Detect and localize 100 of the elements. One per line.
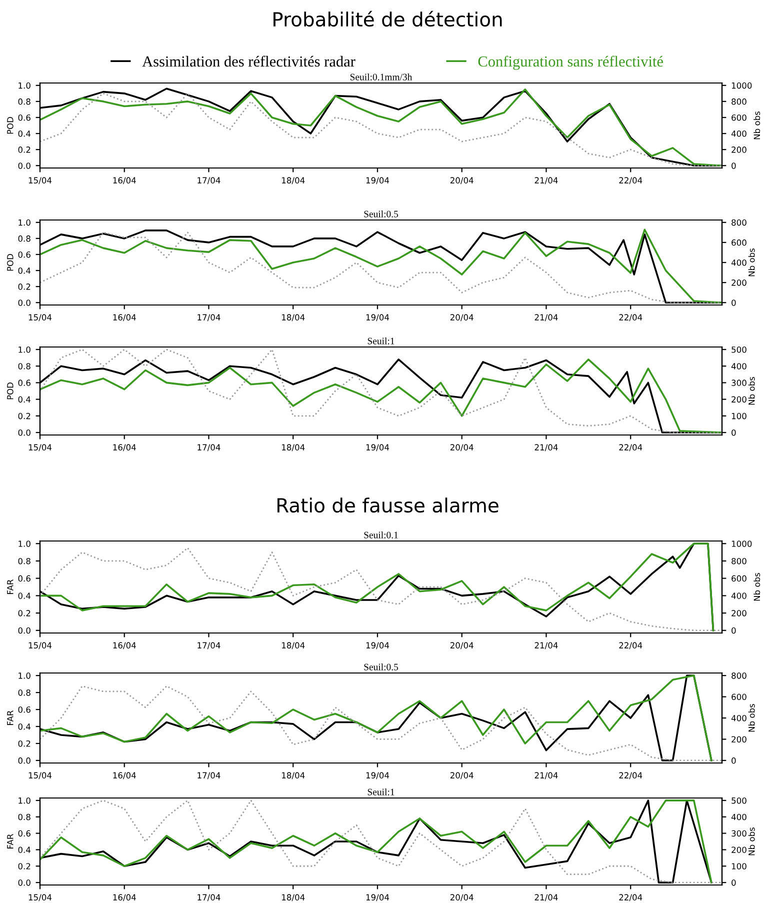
y2-tick-label: 800 [732, 219, 746, 226]
y2-tick-label: 400 [731, 592, 746, 599]
y-tick-label: 0.8 [18, 814, 30, 820]
y-tick-label: 0.6 [18, 706, 30, 713]
y-tick-label: 0.4 [18, 268, 31, 274]
y2-axis-title: Nb obs [754, 572, 760, 601]
x-tick-label: 16/04 [113, 177, 136, 184]
x-tick-label: 17/04 [198, 444, 220, 452]
x-tick-label: 16/04 [113, 894, 136, 902]
y-tick-label: 0.2 [18, 863, 30, 870]
x-tick-label: 20/04 [450, 642, 474, 650]
y2-tick-label: 200 [732, 846, 746, 853]
y-axis-title: FAR [7, 579, 14, 594]
y2-tick-label: 800 [732, 98, 746, 105]
y-tick-label: 0.0 [18, 627, 30, 634]
legend-label: Assimilation des réflectivités radar [142, 56, 356, 67]
y2-tick-label: 200 [732, 280, 746, 286]
x-tick-label: 18/04 [282, 642, 305, 650]
x-tick-label: 18/04 [282, 444, 305, 452]
y2-tick-label: 500 [732, 346, 746, 353]
y-tick-label: 0.0 [18, 300, 30, 306]
y2-tick-label: 300 [732, 380, 746, 386]
x-tick-label: 19/04 [366, 314, 390, 322]
y-tick-label: 0.2 [18, 284, 30, 290]
x-tick-label: 15/04 [28, 314, 52, 322]
x-tick-label: 18/04 [282, 314, 305, 322]
y-axis-title: POD [7, 382, 14, 400]
x-tick-label: 15/04 [28, 894, 52, 902]
y-tick-label: 0.6 [18, 575, 30, 582]
chart-subtitle: Seuil:1 [368, 337, 394, 344]
x-tick-label: 20/04 [450, 314, 474, 322]
y2-tick-label: 300 [732, 830, 746, 837]
y-tick-label: 1.0 [18, 346, 30, 353]
x-tick-label: 17/04 [198, 642, 220, 650]
y2-tick-label: 200 [732, 736, 746, 743]
y-tick-label: 0.4 [18, 396, 31, 403]
x-tick-label: 20/04 [450, 444, 474, 452]
x-tick-label: 20/04 [450, 894, 474, 902]
x-tick-label: 18/04 [282, 177, 305, 184]
y-tick-label: 1.0 [18, 672, 30, 679]
y2-tick-label: 0 [732, 162, 736, 169]
y-tick-label: 0.2 [18, 146, 30, 153]
x-tick-label: 18/04 [282, 894, 305, 902]
y2-tick-label: 0 [732, 627, 736, 634]
x-tick-label: 22/04 [619, 772, 642, 780]
x-tick-label: 20/04 [450, 177, 474, 184]
y2-tick-label: 200 [732, 610, 746, 616]
chart-subtitle: Seuil:0.1 [364, 531, 398, 538]
y2-tick-label: 100 [732, 412, 746, 420]
x-tick-label: 17/04 [198, 894, 220, 902]
y-tick-label: 0.8 [18, 690, 30, 696]
y2-tick-label: 800 [732, 672, 746, 679]
x-tick-label: 16/04 [113, 444, 136, 452]
y2-tick-label: 200 [732, 396, 746, 403]
y-tick-label: 0.0 [18, 757, 30, 764]
y2-tick-label: 0 [732, 429, 736, 436]
y-tick-label: 0.0 [18, 880, 30, 886]
chart-subtitle: Seuil:1 [368, 788, 394, 796]
y-tick-label: 0.0 [18, 162, 30, 169]
y2-tick-label: 400 [731, 814, 746, 820]
y-tick-label: 0.4 [18, 592, 31, 599]
x-tick-label: 16/04 [113, 642, 136, 650]
y2-tick-label: 600 [732, 239, 746, 246]
x-tick-label: 21/04 [534, 444, 558, 452]
y-tick-label: 0.8 [18, 363, 30, 370]
y2-tick-label: 400 [731, 130, 746, 137]
x-tick-label: 19/04 [366, 894, 390, 902]
y2-tick-label: 1000 [732, 540, 752, 547]
chart-subtitle: Seuil:0.1mm/3h [350, 73, 412, 80]
y2-tick-label: 600 [732, 114, 746, 121]
x-tick-label: 15/04 [28, 772, 52, 780]
chart-subtitle: Seuil:0.5 [364, 210, 398, 218]
x-tick-label: 16/04 [113, 314, 136, 322]
y-tick-label: 0.4 [18, 846, 31, 853]
x-tick-label: 19/04 [366, 177, 390, 184]
y2-tick-label: 100 [732, 863, 746, 870]
y-tick-label: 1.0 [18, 219, 30, 226]
y-axis-title: POD [7, 116, 14, 134]
y-tick-label: 0.2 [18, 740, 30, 747]
x-tick-label: 22/04 [619, 642, 642, 650]
x-tick-label: 19/04 [366, 642, 390, 650]
y2-axis-title: Nb obs [748, 376, 755, 405]
y-tick-label: 0.6 [18, 251, 30, 258]
y-tick-label: 0.6 [18, 114, 30, 121]
y-tick-label: 1.0 [18, 797, 30, 804]
x-tick-label: 18/04 [282, 772, 305, 780]
y2-axis-title: Nb obs [748, 248, 755, 276]
x-tick-label: 15/04 [28, 444, 52, 452]
y-tick-label: 1.0 [18, 82, 30, 89]
y2-tick-label: 0 [732, 300, 736, 306]
x-tick-label: 22/04 [619, 444, 642, 452]
y2-tick-label: 600 [732, 694, 746, 700]
x-tick-label: 21/04 [534, 177, 558, 184]
x-tick-label: 21/04 [534, 772, 558, 780]
chart-subtitle: Seuil:0.5 [364, 663, 398, 670]
y-tick-label: 0.2 [18, 412, 30, 420]
x-tick-label: 22/04 [619, 314, 642, 322]
y-tick-label: 0.4 [18, 723, 31, 730]
x-tick-label: 20/04 [450, 772, 474, 780]
y2-tick-label: 1000 [732, 82, 752, 89]
